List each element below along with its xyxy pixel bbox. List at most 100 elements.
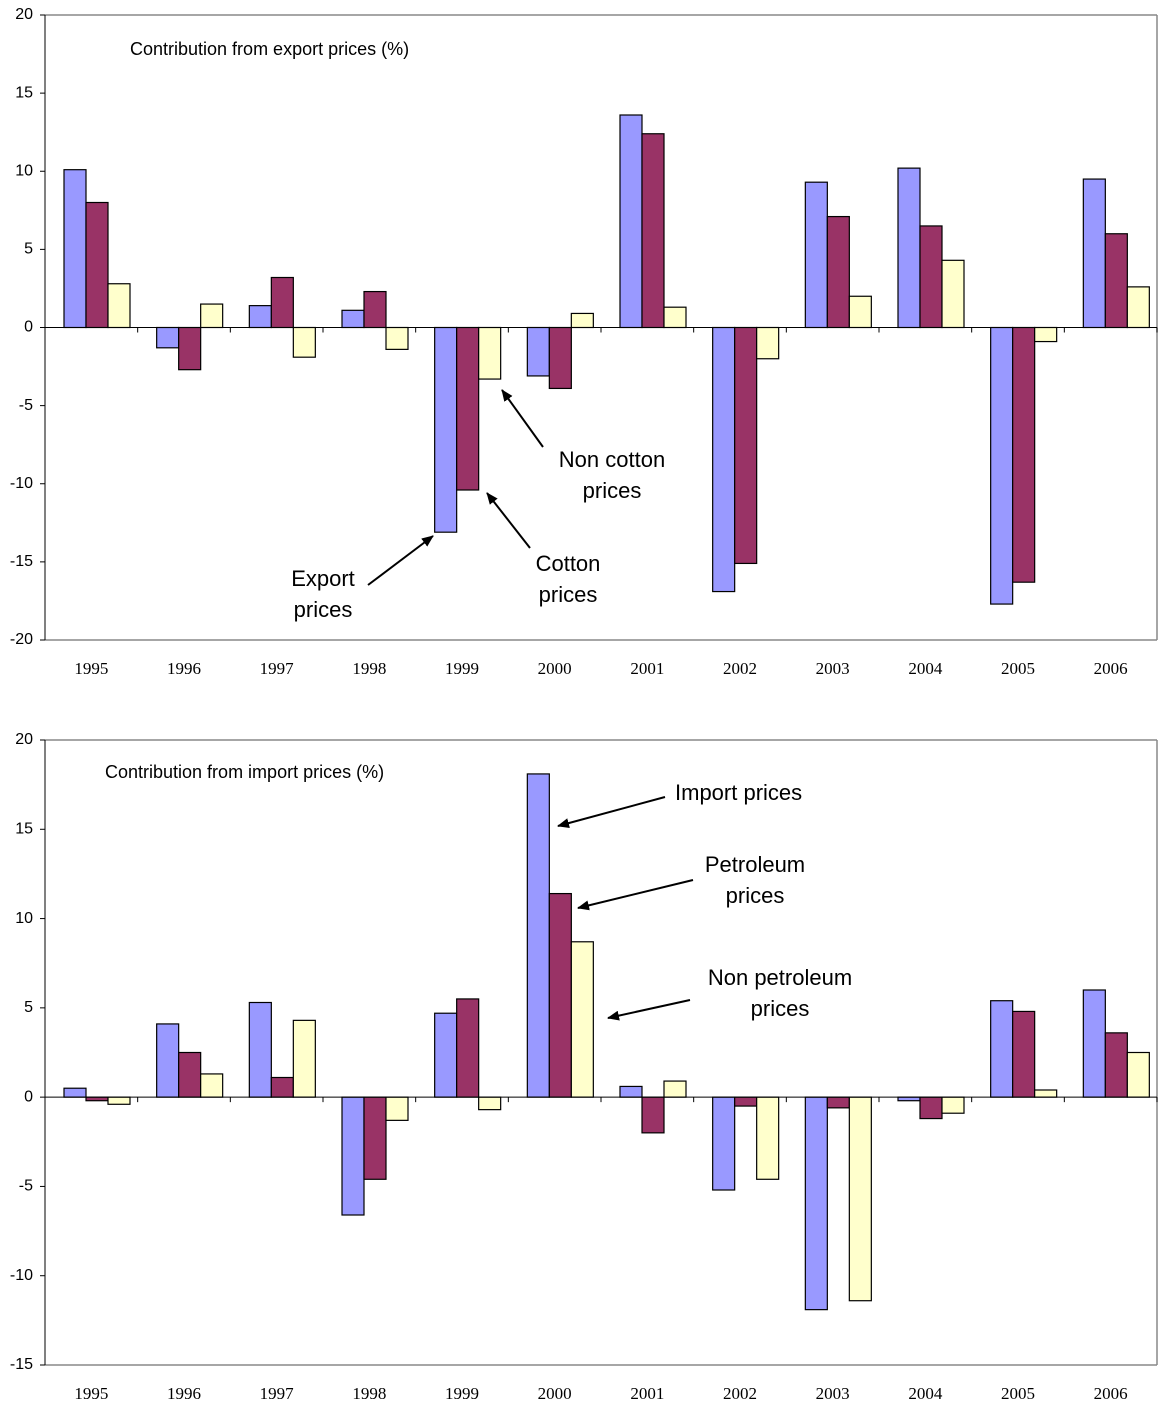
bar [270,1076,294,1098]
bar [734,1096,758,1107]
y-tick-label: -15 [10,553,33,570]
annotation: Cotton [536,551,601,576]
x-tick-label: 1997 [260,1384,295,1403]
annotation-arrow [367,535,434,586]
x-tick-label: 2006 [1094,1384,1128,1403]
x-tick-label: 1996 [167,659,201,678]
x-tick-label: 2001 [630,659,664,678]
bar [1012,1010,1036,1098]
annotation: Non petroleum [708,965,852,990]
y-tick-label: -10 [10,475,33,492]
bar [178,326,202,371]
bar [848,1096,872,1302]
x-tick-label: 2004 [908,659,943,678]
annotation: Export [291,566,355,591]
bar [270,276,294,329]
bar [804,181,828,329]
bar [248,305,272,329]
annotation: prices [726,883,785,908]
y-tick-label: 20 [15,6,33,23]
bar [63,169,87,329]
x-tick-label: 2001 [630,1384,664,1403]
bar [478,1096,502,1111]
x-tick-label: 1995 [74,659,108,678]
bar [1012,326,1036,583]
bar [1126,286,1150,329]
bar [570,941,594,1098]
bar [641,133,665,329]
bar [385,326,409,350]
bar [804,1096,828,1311]
bar [848,295,872,329]
bar [456,998,480,1098]
bar [619,114,643,329]
bar [292,1019,316,1098]
annotation: prices [583,478,642,503]
y-tick-label: -5 [19,397,33,414]
bar [156,326,180,349]
y-tick-label: -10 [10,1267,33,1284]
chart-panel: -15 -10 -5 0 5 10 15 20 1995 1996 1997 1998 1999 2000… [10,731,1158,1403]
bar [107,283,131,329]
bar [897,1096,921,1102]
annotation: Import prices [675,780,802,805]
bar [712,1096,736,1191]
bar [385,1096,409,1121]
bar [478,326,502,380]
annotation-arrow [577,879,694,911]
bar [712,326,736,593]
bar [941,259,965,329]
bar [63,1087,87,1098]
bar [619,1085,643,1098]
x-tick-label: 2006 [1094,659,1128,678]
bar [85,1096,109,1102]
bar [341,309,365,329]
bar [526,773,550,1098]
bar [756,326,780,360]
annotation-arrow [557,796,666,828]
annotation-arrow [607,999,691,1021]
bar [85,201,109,329]
chart-title: Contribution from import prices (%) [105,762,384,782]
bar [1082,989,1106,1098]
bar [1034,326,1058,343]
x-tick-label: 1996 [167,1384,201,1403]
bar [434,1012,458,1098]
bar [1126,1051,1150,1098]
bar [1104,1032,1128,1098]
bar [548,326,572,390]
annotation: prices [539,582,598,607]
y-tick-label: -20 [10,631,33,648]
y-tick-label: 10 [15,162,33,179]
bar [570,312,594,329]
bar [178,1051,202,1098]
bar [107,1096,131,1105]
annotation: Non cotton [559,447,665,472]
bar [990,326,1014,605]
x-tick-label: 2003 [816,659,850,678]
x-tick-label: 2000 [538,659,572,678]
x-tick-label: 2003 [816,1384,850,1403]
bar [526,326,550,377]
annotation-arrow [486,492,531,549]
x-tick-label: 2004 [908,1384,943,1403]
annotation: prices [751,996,810,1021]
y-tick-label: 15 [15,821,33,838]
x-tick-label: 2002 [723,659,757,678]
x-tick-label: 1997 [260,659,295,678]
bar [363,1096,387,1180]
x-tick-label: 2002 [723,1384,757,1403]
bar [919,1096,943,1120]
y-tick-label: 0 [24,319,33,336]
y-tick-label: 5 [24,241,33,258]
bar [919,225,943,329]
bar [734,326,758,565]
bar [826,215,850,329]
bar [434,326,458,533]
y-tick-label: -5 [19,1178,33,1195]
x-tick-label: 1999 [445,1384,479,1403]
annotation: prices [294,597,353,622]
y-tick-label: 15 [15,84,33,101]
bar [1034,1089,1058,1098]
bar [826,1096,850,1109]
